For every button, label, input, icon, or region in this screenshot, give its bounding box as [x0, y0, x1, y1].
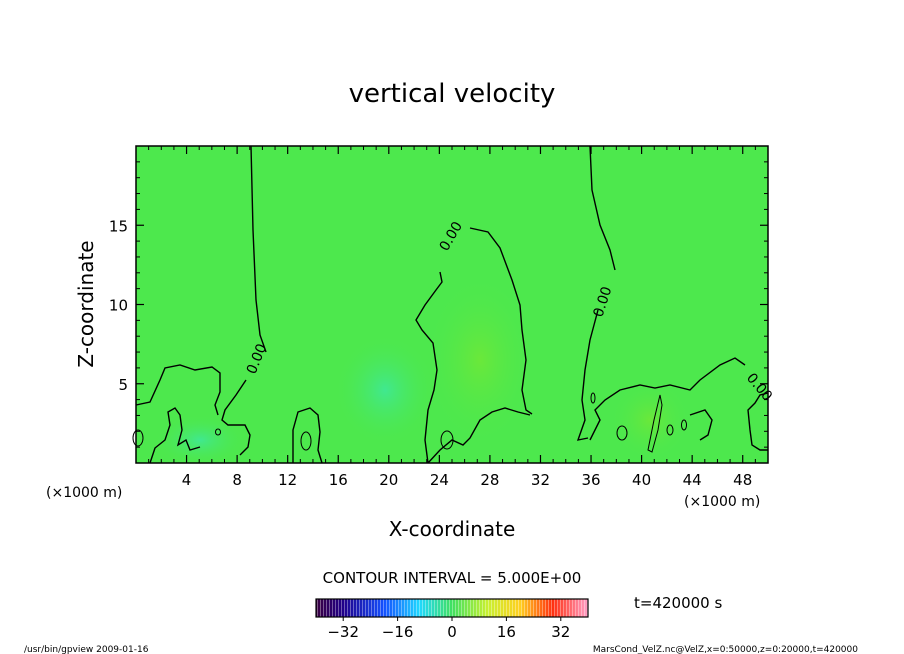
contour-interval: CONTOUR INTERVAL = 5.000E+00 [323, 569, 582, 587]
contour-line [292, 407, 323, 464]
x-tick-label: 48 [733, 471, 752, 489]
y-axis-label: Z-coordinate [74, 240, 98, 367]
x-unit-right: (×1000 m) [684, 494, 760, 510]
colorbar-tick-label: 16 [497, 623, 516, 641]
footer-left: /usr/bin/gpview 2009-01-16 [24, 645, 149, 654]
contour-lines [135, 145, 769, 464]
contour-line [469, 227, 533, 415]
colorbar-tick-label: 0 [447, 623, 457, 641]
field-shade [155, 415, 245, 465]
contour-line [135, 364, 221, 416]
x-unit-left: (×1000 m) [46, 485, 122, 501]
contour-line [215, 428, 221, 436]
x-tick-label: 36 [581, 471, 600, 489]
x-tick-label: 12 [278, 471, 297, 489]
contour-line [589, 145, 616, 271]
contour-line [616, 425, 628, 441]
x-tick-label: 28 [480, 471, 499, 489]
field-shade [610, 380, 690, 460]
colorbar-ticks: −32 −16 0 16 32 [327, 617, 570, 641]
x-axis-label: X-coordinate [389, 517, 516, 541]
x-tick-label: 8 [232, 471, 242, 489]
contour-line [415, 271, 443, 464]
x-tick-label: 44 [683, 471, 702, 489]
y-tick-label: 10 [109, 297, 128, 315]
time-label: t=420000 s [634, 594, 722, 612]
x-tick-label: 32 [531, 471, 550, 489]
contour-line [689, 409, 713, 441]
contour-line [427, 407, 531, 464]
y-axis: 5 10 15 [109, 161, 768, 448]
y-tick-label: 5 [118, 376, 128, 394]
contour-lines-negative [132, 392, 687, 453]
colorbar: −32 −16 0 16 32 [315, 598, 589, 641]
contour-line [747, 392, 769, 451]
x-axis: 4 8 12 16 20 24 28 32 36 40 44 48 [148, 146, 756, 489]
contour-line [589, 357, 746, 441]
y-tick-label: 15 [109, 217, 128, 235]
contour-line [300, 431, 312, 451]
colorbar-tick-label: −16 [382, 623, 414, 641]
chart-title: vertical velocity [349, 79, 556, 109]
contour-line [681, 419, 687, 431]
contour-line [590, 392, 596, 404]
x-tick-label: 16 [329, 471, 348, 489]
contour-line [149, 407, 201, 464]
contour-line [440, 430, 454, 450]
contour-line [666, 424, 674, 436]
field-shade [425, 275, 535, 445]
x-tick-label: 4 [182, 471, 192, 489]
contour-line [576, 309, 599, 441]
colorbar-stripes [316, 599, 588, 617]
footer-right: MarsCond_VelZ.nc@VelZ,x=0:50000,z=0:2000… [593, 645, 858, 654]
contour-line [647, 394, 663, 453]
x-tick-label: 24 [430, 471, 449, 489]
contour-line [221, 379, 251, 456]
x-tick-label: 20 [379, 471, 398, 489]
contour-line [132, 429, 144, 447]
colorbar-tick-label: 32 [551, 623, 570, 641]
colorbar-tick-label: −32 [327, 623, 359, 641]
contour-line [250, 145, 267, 353]
x-tick-label: 40 [632, 471, 651, 489]
field-shade [335, 335, 435, 445]
plot-area: 0.00 0.00 0.00 0.00 [132, 145, 775, 465]
